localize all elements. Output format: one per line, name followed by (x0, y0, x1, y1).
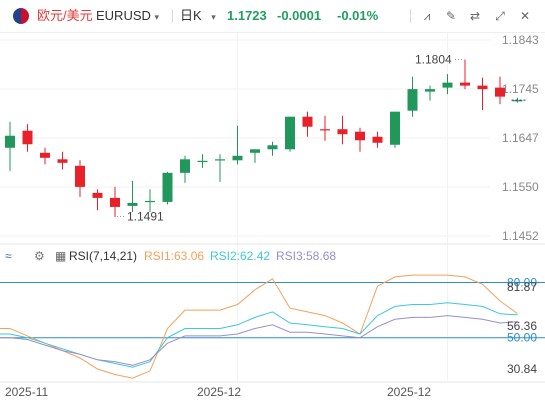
price-axis-label: 1.1550 (502, 180, 539, 194)
candle-body (372, 136, 383, 143)
chart-toolbar: 欧元/美元 EURUSD ▾ 日K ▾ 1.1723 -0.0001 -0.01… (0, 0, 545, 33)
symbol-name-cn[interactable]: 欧元/美元 (37, 8, 93, 23)
candle-body (250, 149, 260, 153)
candle-body (302, 116, 313, 127)
candle-body (75, 165, 85, 187)
candle-body (477, 85, 488, 90)
period-caret-icon: ▾ (211, 12, 216, 22)
candle-body (197, 160, 208, 163)
candle-body (40, 152, 50, 158)
candle-body (495, 87, 505, 97)
rsi-axis-label: 30.84 (507, 362, 537, 376)
rsi-axis-label: 56.36 (507, 319, 537, 333)
candle-body (285, 116, 295, 150)
candle-body (145, 200, 155, 203)
candle-body (92, 192, 103, 198)
rsi-title: RSI(7,14,21) (69, 249, 138, 263)
settings-icon[interactable]: ⚙ (34, 249, 45, 263)
candle-body (337, 129, 348, 135)
compare-icon[interactable]: ⇄ (469, 9, 481, 23)
price-change-pct: -0.01% (337, 8, 379, 23)
date-label: 2025-12 (197, 385, 241, 399)
candle-body (5, 135, 15, 148)
price-axis-label: 1.1745 (502, 82, 539, 96)
rsi-axis-label: 50.00 (507, 331, 537, 345)
price-change: -0.0001 (277, 8, 322, 23)
candle-body (110, 197, 120, 207)
date-label: 2025-12 (387, 385, 431, 399)
symbol-selector[interactable]: EURUSD ▾ (96, 6, 159, 26)
candle-body (442, 82, 453, 88)
fullscreen-icon[interactable]: ⤢ (495, 9, 505, 23)
candle-body (320, 129, 330, 131)
collapse-icon[interactable]: ≈ (5, 249, 12, 263)
draw-icon[interactable]: ✎ (445, 9, 457, 23)
symbol-code: EURUSD (96, 8, 151, 23)
candle-body (512, 100, 523, 102)
candle-body (57, 159, 68, 163)
candle-body (127, 202, 138, 206)
candle-body (215, 159, 225, 161)
separator (172, 9, 173, 23)
high-annotation: 1.1804 (415, 53, 452, 67)
chart-type-icon[interactable]: ⩘ (423, 9, 431, 23)
period-label: 日K (180, 8, 202, 23)
candle-body (180, 159, 190, 173)
price-axis-label: 1.1452 (502, 229, 539, 243)
candle-body (267, 145, 278, 150)
rsi2-value: RSI2:62.42 (210, 249, 271, 263)
last-price: 1.1723 (227, 8, 267, 23)
candle-body (407, 89, 418, 111)
eu-us-flag-icon (13, 8, 29, 24)
rsi3-value: RSI3:58.68 (276, 249, 337, 263)
rsi3-line (0, 315, 518, 366)
candle-body (355, 131, 365, 141)
price-axis-label: 1.1647 (502, 131, 539, 145)
price-axis-label: 1.1843 (502, 33, 539, 47)
candle-body (390, 111, 400, 145)
rsi-axis-label: 80.00 (507, 275, 537, 289)
indicator-icon[interactable]: ▦ (55, 249, 67, 263)
candle-body (460, 82, 470, 86)
rsi1-line (0, 274, 518, 379)
candle-body (162, 172, 173, 202)
low-annotation: 1.1491 (127, 209, 164, 223)
period-selector[interactable]: 日K ▾ (180, 6, 216, 26)
rsi-axis-label: 81.87 (507, 280, 537, 294)
separator (410, 9, 411, 23)
close-icon[interactable]: ✕ (519, 9, 531, 23)
candle-body (232, 155, 243, 161)
candle-body (22, 130, 33, 145)
rsi-legend: ≈ ⚙ ▦ RSI(7,14,21) RSI1:63.06 RSI2:62.42… (0, 246, 545, 266)
symbol-caret-icon: ▾ (154, 12, 160, 22)
date-label: 2025-11 (5, 385, 48, 399)
rsi1-value: RSI1:63.06 (144, 249, 205, 263)
candle-body (425, 89, 435, 92)
